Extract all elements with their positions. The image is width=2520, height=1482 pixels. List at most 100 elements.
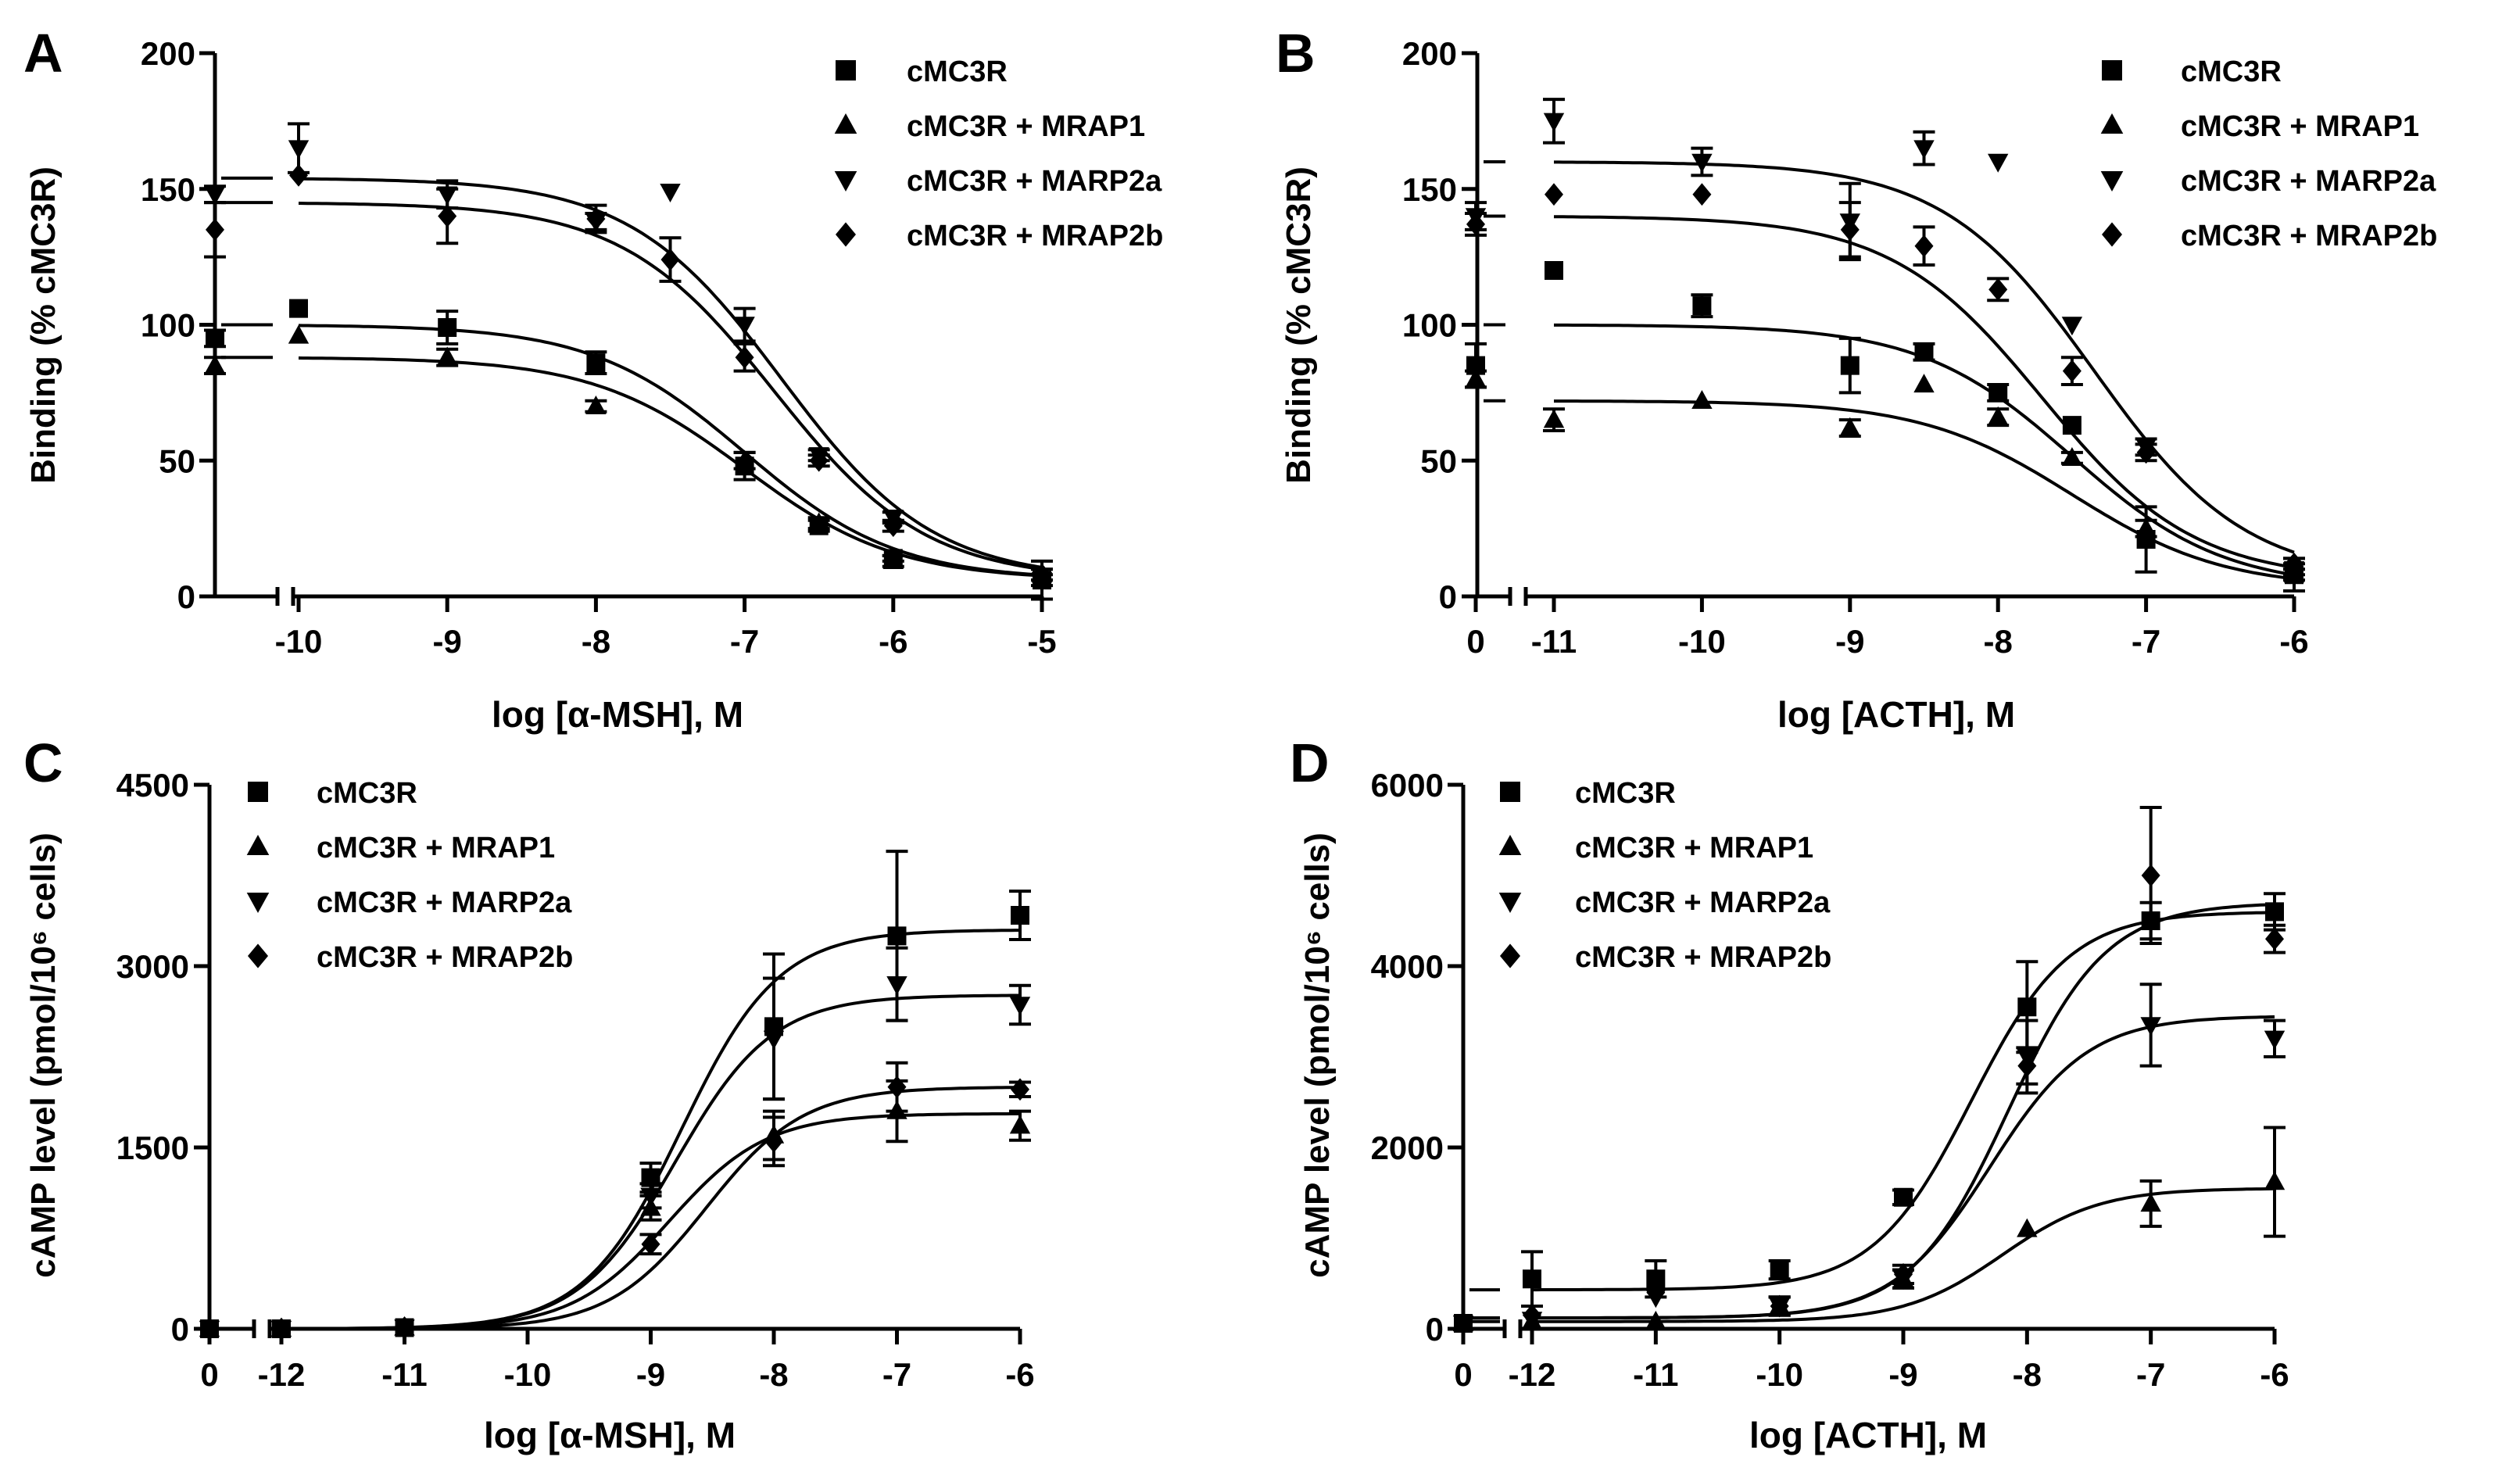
x-tick-label: -9 (433, 623, 462, 660)
x-tick-label: -11 (381, 1356, 427, 1393)
data-point (1691, 390, 1713, 409)
legend-label: cMC3R + MRAP2b (1575, 941, 1831, 974)
y-axis-label: Binding (% cMC3R) (1280, 166, 1318, 484)
x-tick-label-zero: 0 (1466, 623, 1484, 660)
x-tick-label: -9 (1888, 1356, 1917, 1393)
legend-marker (2100, 113, 2124, 134)
data-point (2285, 552, 2303, 575)
data-point (204, 186, 226, 206)
y-axis-label: Binding (% cMC3R) (24, 166, 63, 484)
data-point (2141, 864, 2160, 887)
fit-curve (1553, 215, 2295, 569)
data-point (764, 1129, 783, 1153)
x-tick-label: -8 (2013, 1356, 2042, 1393)
data-point (1545, 261, 1563, 280)
data-point (887, 1076, 907, 1099)
data-point (1454, 1312, 1473, 1335)
data-point (586, 207, 606, 231)
data-point (1988, 277, 2008, 301)
x-tick-label: -10 (1678, 623, 1726, 660)
data-point (1543, 409, 1565, 428)
legend-marker (246, 892, 270, 913)
data-point (2061, 317, 2083, 336)
panel-c: C cAMP level (pmol/10⁶ cells) log [α-MSH… (23, 732, 1035, 1455)
data-point (1692, 296, 1712, 316)
legend-marker (834, 170, 857, 192)
data-point (204, 354, 226, 374)
data-point (2265, 902, 2284, 922)
data-point (2135, 517, 2157, 537)
data-point (2062, 416, 2082, 435)
data-point (1988, 406, 2009, 425)
x-tick-label: -9 (636, 1356, 665, 1393)
legend-label: cMC3R + MRAP2b (907, 220, 1163, 252)
data-point (1839, 417, 1860, 436)
x-axis-label: log [α-MSH], M (484, 1415, 736, 1455)
panel-letter: D (1290, 732, 1330, 793)
data-point (272, 1317, 291, 1341)
legend-marker (834, 113, 857, 134)
data-point (438, 205, 457, 227)
panel-letter: B (1276, 23, 1315, 84)
data-point (1646, 1269, 1666, 1289)
data-point (585, 395, 607, 414)
fit-curve (1554, 323, 2295, 577)
legend-label: cMC3R + MARP2a (1575, 886, 1831, 919)
panel-d: D cAMP level (pmol/10⁶ cells) log [ACTH]… (1290, 732, 2289, 1455)
data-point (1840, 356, 1860, 375)
data-point (438, 317, 457, 337)
data-point (2140, 1193, 2161, 1212)
legend-label: cMC3R (2181, 55, 2282, 88)
data-point (883, 514, 903, 538)
legend-marker (836, 222, 856, 247)
x-tick-label: -5 (1027, 623, 1056, 660)
y-axis-label: cAMP level (pmol/10⁶ cells) (24, 832, 63, 1278)
data-point (1988, 383, 2008, 403)
data-point (395, 1316, 414, 1339)
data-point (1523, 1304, 1541, 1326)
y-tick-label: 150 (1402, 171, 1457, 208)
x-tick-label: -7 (730, 623, 759, 660)
legend-label: cMC3R + MRAP1 (2181, 110, 2419, 143)
data-point (2265, 927, 2284, 950)
data-point (2061, 446, 2083, 466)
data-point (1770, 1294, 1789, 1318)
legend-marker (248, 943, 268, 968)
data-point (437, 346, 458, 366)
x-tick-label: -7 (2132, 623, 2160, 660)
legend-label: cMC3R + MRAP1 (907, 110, 1145, 143)
legend-label: cMC3R + MRAP2b (317, 941, 573, 974)
data-point (1466, 213, 1485, 236)
fit-curve (298, 324, 1043, 577)
x-tick-label: -12 (258, 1356, 306, 1393)
data-point (1913, 374, 1935, 393)
x-tick-label: -8 (759, 1356, 788, 1393)
legend-label: cMC3R + MARP2a (317, 886, 572, 919)
fit-curve (1554, 399, 2295, 581)
data-point (2017, 1218, 2038, 1237)
data-point (1543, 113, 1565, 132)
panel-letter: A (23, 23, 63, 84)
data-point (2062, 360, 2082, 382)
x-tick-label: -11 (1531, 623, 1577, 660)
y-tick-label: 100 (141, 307, 195, 344)
data-point (206, 218, 224, 242)
legend-marker (2100, 170, 2124, 192)
data-point (660, 248, 680, 271)
fit-curve (1554, 160, 2295, 554)
data-point (809, 449, 829, 472)
legend-label: cMC3R + MARP2a (907, 165, 1162, 198)
x-tick-label: -8 (582, 623, 610, 660)
y-tick-label: 0 (177, 578, 195, 615)
y-tick-label: 150 (141, 171, 195, 208)
y-tick-label: 6000 (1371, 767, 1444, 804)
x-tick-label: -8 (1984, 623, 2013, 660)
data-point (1645, 1310, 1666, 1330)
data-point (641, 1233, 660, 1256)
x-axis-label: log [α-MSH], M (492, 694, 743, 735)
x-tick-label: -10 (275, 623, 323, 660)
data-point (1523, 1269, 1541, 1289)
legend-label: cMC3R + MRAP1 (1575, 832, 1813, 864)
x-tick-label: -7 (2136, 1356, 2165, 1393)
